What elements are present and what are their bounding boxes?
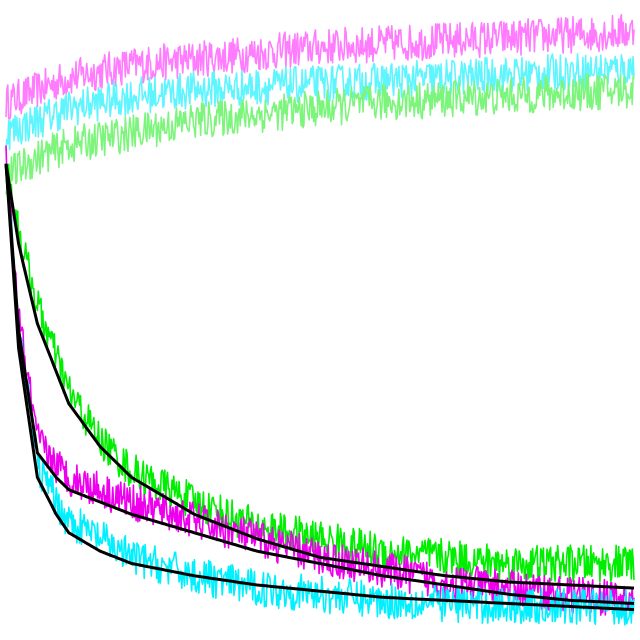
noisy-series-line-2 (5, 73, 635, 195)
fit-line-7 (4, 163, 635, 605)
fit-line-6 (4, 163, 635, 590)
noisy-series-line-4 (5, 145, 635, 616)
noisy-series-line-5 (5, 164, 635, 626)
fit-line-8 (4, 163, 635, 612)
noisy-series-line-3 (5, 163, 635, 583)
noisy-series-line-0 (5, 14, 635, 120)
noisy-series-line-1 (5, 53, 635, 151)
fit-lines (4, 163, 635, 612)
noisy-bands (5, 14, 635, 626)
